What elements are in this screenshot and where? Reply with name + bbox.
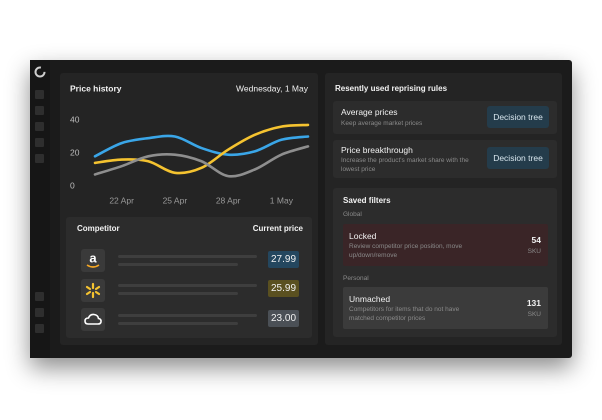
rules-title: Resently used reprising rules <box>335 84 448 93</box>
price-line <box>93 123 310 175</box>
filter-description: Review competitor price position, move u… <box>349 243 463 259</box>
filter-title: Unmached <box>349 294 391 304</box>
filter-unit: SKU <box>527 248 541 255</box>
rule-title: Average prices <box>341 107 398 117</box>
nav-icon[interactable] <box>35 154 44 163</box>
placeholder-bar <box>118 284 257 287</box>
y-tick-label: 0 <box>70 180 75 190</box>
x-tick-label: 1 May <box>270 195 294 205</box>
column-header: Current price <box>252 224 303 233</box>
price-badge: 27.99 <box>268 251 299 268</box>
sidebar <box>30 60 50 358</box>
cloud-logo <box>81 308 105 331</box>
chart: Price history Wednesday, 1 May 0 20 40 22 A… <box>70 83 310 205</box>
filter-count: 54 <box>531 235 541 245</box>
walmart-logo <box>81 279 105 302</box>
nav-icon[interactable] <box>35 324 44 333</box>
filter-unit: SKU <box>527 311 541 318</box>
rule-description: Increase the product's market share with… <box>341 157 469 173</box>
group-label: Global <box>343 211 362 218</box>
decision-tree-button[interactable]: Decision tree <box>487 147 549 169</box>
price-badge: 23.00 <box>268 310 299 327</box>
decision-tree-button[interactable]: Decision tree <box>487 106 549 128</box>
nav-icon[interactable] <box>35 106 44 115</box>
placeholder-bar <box>118 255 257 258</box>
x-tick-label: 28 Apr <box>216 195 241 205</box>
placeholder-bar <box>118 314 257 317</box>
nav-icon[interactable] <box>35 138 44 147</box>
x-tick-label: 25 Apr <box>163 195 188 205</box>
price-line <box>93 134 310 158</box>
svg-text:a: a <box>89 250 97 265</box>
placeholder-bar <box>118 292 238 295</box>
filter-count: 131 <box>526 298 541 308</box>
column-header: Competitor <box>77 224 120 233</box>
nav-icon[interactable] <box>35 292 44 301</box>
y-tick-label: 40 <box>70 114 80 124</box>
y-tick-label: 20 <box>70 147 80 157</box>
amazon-logo: a <box>81 249 105 272</box>
price-line <box>93 145 310 178</box>
price-badge: 25.99 <box>268 280 299 297</box>
x-tick-label: 22 Apr <box>109 195 134 205</box>
nav-icon[interactable] <box>35 90 44 99</box>
app-logo <box>34 66 46 78</box>
group-label: Personal <box>343 275 369 282</box>
chart-date: Wednesday, 1 May <box>236 83 309 93</box>
rule-description: Keep average market prices <box>341 120 423 127</box>
nav-icon[interactable] <box>35 308 44 317</box>
filter-card[interactable] <box>343 224 548 266</box>
placeholder-bar <box>118 263 238 266</box>
saved-filters-title: Saved filters <box>343 196 391 205</box>
filter-card[interactable] <box>343 287 548 329</box>
filter-description: Competitors for items that do not have m… <box>349 306 460 322</box>
placeholder-bar <box>118 322 238 325</box>
nav-icon[interactable] <box>35 122 44 131</box>
rule-title: Price breakthrough <box>341 145 413 155</box>
chart-title: Price history <box>70 83 122 93</box>
filter-title: Locked <box>349 231 377 241</box>
